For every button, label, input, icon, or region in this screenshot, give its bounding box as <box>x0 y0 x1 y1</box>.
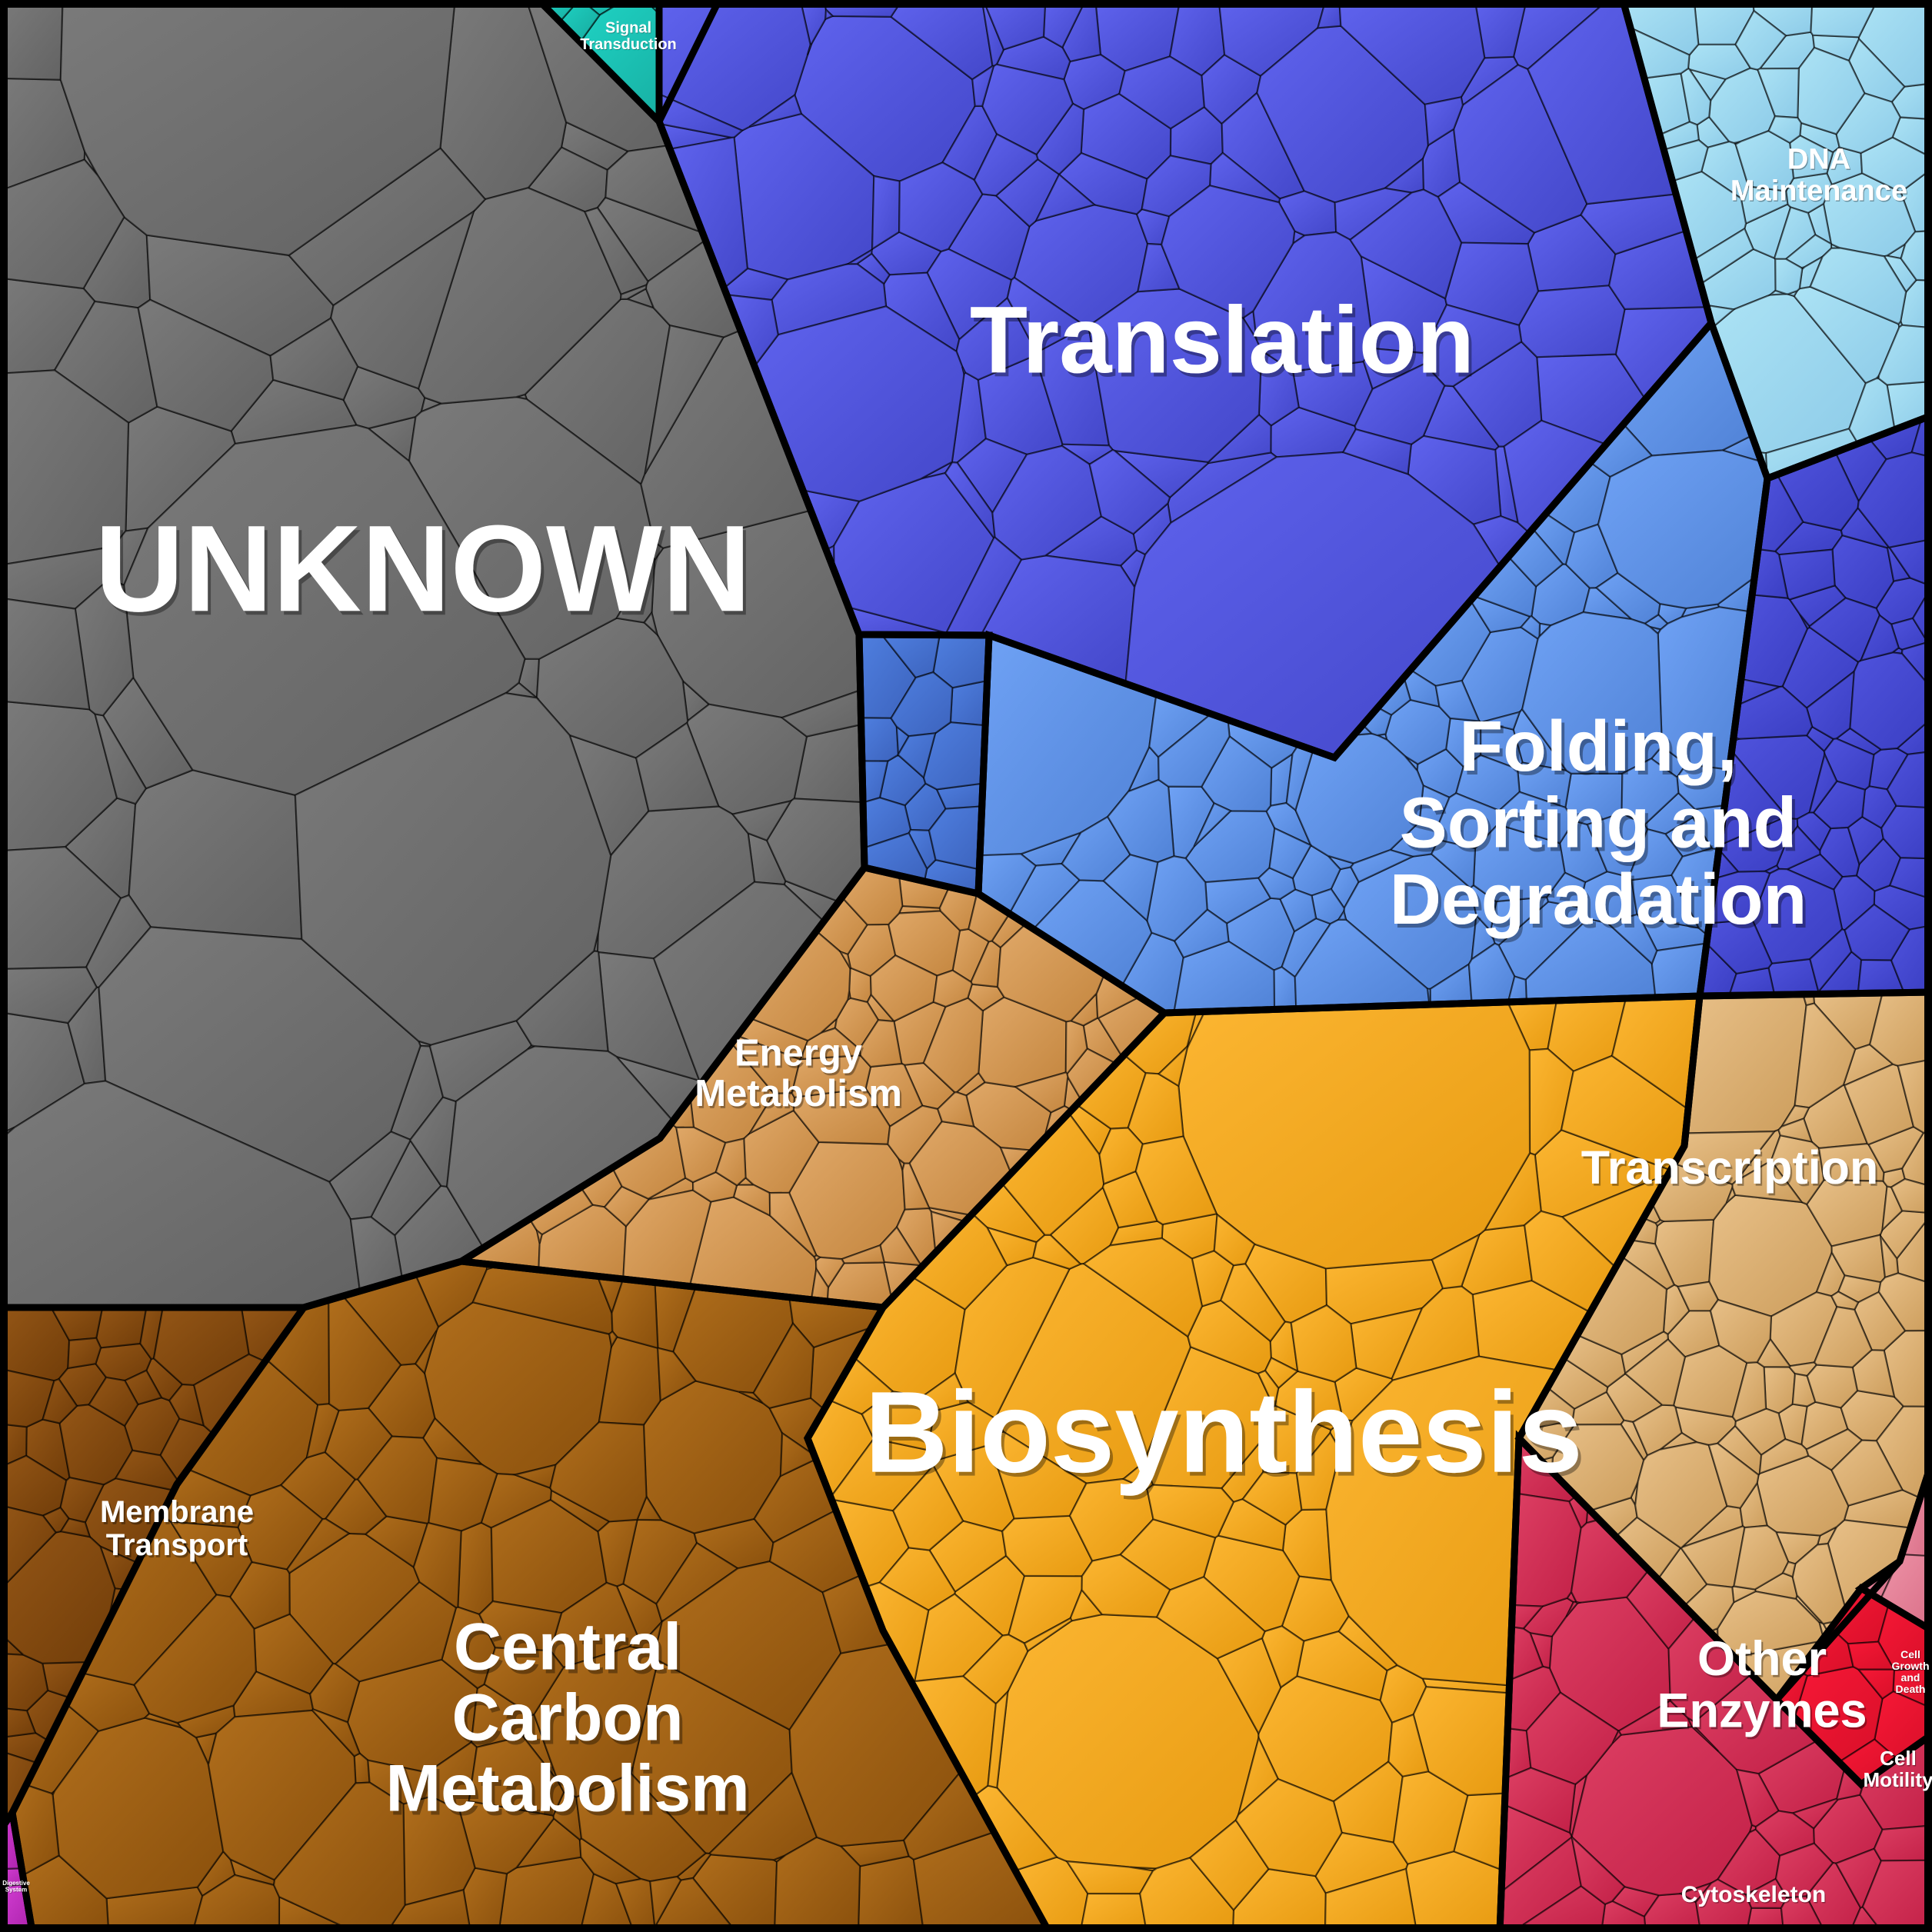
svg-text:Motility: Motility <box>1864 1768 1932 1791</box>
svg-text:Signal: Signal <box>605 20 651 37</box>
svg-text:Carbon: Carbon <box>452 1681 684 1755</box>
svg-text:Death: Death <box>1896 1683 1926 1695</box>
svg-text:Sorting and: Sorting and <box>1400 783 1797 863</box>
svg-text:Biosynthesis: Biosynthesis <box>864 1367 1583 1497</box>
svg-text:Metabolism: Metabolism <box>385 1752 749 1826</box>
svg-text:Transport: Transport <box>106 1528 248 1562</box>
svg-text:Enzymes: Enzymes <box>1657 1684 1867 1737</box>
svg-text:Central: Central <box>454 1611 681 1684</box>
svg-text:and: and <box>1901 1671 1920 1684</box>
svg-text:Cell: Cell <box>1900 1648 1920 1661</box>
svg-text:UNKNOWN: UNKNOWN <box>95 499 751 637</box>
svg-text:Cell: Cell <box>1880 1747 1917 1770</box>
svg-text:DNA: DNA <box>1787 144 1850 176</box>
svg-text:Other: Other <box>1697 1632 1827 1686</box>
svg-text:Energy: Energy <box>734 1033 862 1074</box>
svg-text:System: System <box>5 1886 27 1893</box>
svg-text:Translation: Translation <box>970 288 1474 393</box>
svg-text:Maintenance: Maintenance <box>1730 175 1907 207</box>
svg-text:Degradation: Degradation <box>1390 859 1807 939</box>
svg-text:Metabolism: Metabolism <box>695 1073 902 1114</box>
svg-text:Folding,: Folding, <box>1459 706 1737 786</box>
svg-text:Cytoskeleton: Cytoskeleton <box>1681 1882 1826 1907</box>
svg-text:Membrane: Membrane <box>100 1495 254 1529</box>
svg-text:Growth: Growth <box>1892 1660 1930 1672</box>
svg-text:Transduction: Transduction <box>580 36 677 53</box>
svg-text:Transcription: Transcription <box>1581 1141 1878 1194</box>
